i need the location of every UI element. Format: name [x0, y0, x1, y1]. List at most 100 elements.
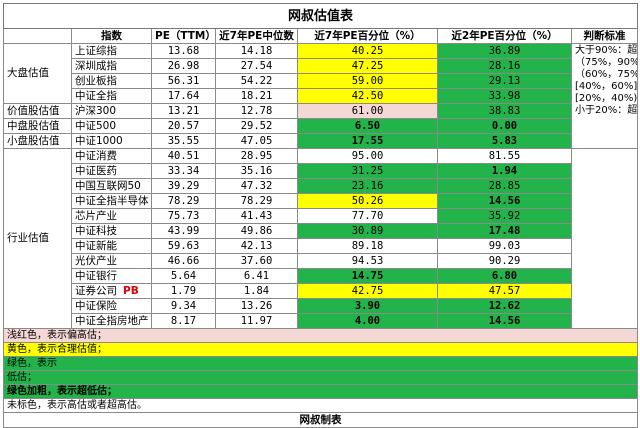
index-name: 中证1000: [71, 133, 152, 149]
p7-value: 77.70: [297, 208, 438, 224]
legend-row: 浅红色，表示偏高估；: [2, 328, 639, 343]
index-name: 沪深300: [71, 103, 152, 119]
pe-value: 43.99: [151, 223, 216, 239]
legend-unmarked: 未标色，表示高估或者超高估。: [2, 398, 639, 413]
pe-value: 56.31: [151, 73, 216, 89]
category-mid: 中盘股估值: [3, 118, 72, 134]
p7-value: 50.26: [297, 193, 438, 209]
standard-cell: 大于90%：超级高估 （75%，90%]：高估 （60%，75%]：偏高估 [4…: [570, 43, 639, 149]
p2-value: 90.29: [437, 253, 572, 269]
p2-value: 36.89: [437, 43, 572, 59]
pe-value: 35.55: [151, 133, 216, 149]
median-value: 47.05: [215, 133, 298, 149]
table-row: 中证全指房地产 8.17 11.97 4.00 14.56: [4, 313, 638, 329]
table-row: 深圳成指 26.98 27.54 47.25 28.16: [4, 58, 638, 74]
p7-value: 40.25: [297, 43, 438, 59]
legend-row: 绿色加粗，表示超低估；: [2, 384, 639, 399]
median-value: 13.26: [215, 298, 298, 314]
header-p2: 近2年PE百分位（%）: [437, 28, 572, 44]
p2-value: 6.80: [437, 268, 572, 284]
p7-value: 14.75: [297, 268, 438, 284]
header-median: 近7年PE中位数: [215, 28, 298, 44]
table-row: 中证科技 43.99 49.86 30.89 17.48: [4, 223, 638, 239]
index-name: 中证银行: [71, 268, 152, 284]
pe-value: 26.98: [151, 58, 216, 74]
table-row: 创业板指 56.31 54.22 59.00 29.13: [4, 73, 638, 89]
table-row: 中盘股估值 中证500 20.57 29.52 6.50 0.00: [3, 118, 638, 134]
median-value: 35.16: [215, 163, 298, 179]
pe-value: 17.64: [151, 88, 216, 104]
table-row: 中证全指 17.64 18.21 42.50 33.98: [4, 88, 638, 104]
category-industry: 行业估值: [3, 148, 72, 329]
header-p7: 近7年PE百分位（%）: [297, 28, 438, 44]
p2-value: 28.16: [437, 58, 572, 74]
index-name: 中证新能: [71, 238, 152, 254]
index-name: 中证全指半导体: [71, 193, 152, 209]
p2-value: 81.55: [437, 148, 572, 164]
pe-value: 46.66: [151, 253, 216, 269]
index-name: 中证全指房地产: [71, 313, 152, 329]
p7-value: 95.00: [297, 148, 438, 164]
p2-value: 33.98: [437, 88, 572, 104]
header-index: 指数: [71, 28, 152, 44]
header-category: [3, 28, 72, 44]
pe-value: 5.64: [151, 268, 216, 284]
median-value: 41.43: [215, 208, 298, 224]
index-name: 光伏产业: [71, 253, 152, 269]
table-row: 大盘估值 上证综指 13.68 14.18 40.25 36.89 大于90%：…: [3, 43, 639, 149]
pe-value: 39.29: [151, 178, 216, 194]
index-name: 中证保险: [71, 298, 152, 314]
valuation-sheet: 网叔估值表 指数 PE（TTM） 近7年PE中位数 近7年PE百分位（%） 近2…: [2, 3, 639, 428]
median-value: 27.54: [215, 58, 298, 74]
index-name: 中证消费: [71, 148, 152, 164]
p7-value: 30.89: [297, 223, 438, 239]
p2-value: 35.92: [437, 208, 572, 224]
pe-value: 1.79: [151, 283, 216, 299]
p2-value: 99.03: [437, 238, 572, 254]
valuation-table: 网叔估值表 指数 PE（TTM） 近7年PE中位数 近7年PE百分位（%） 近2…: [2, 3, 639, 428]
table-row: 中证全指半导体 78.29 78.29 50.26 14.56: [4, 193, 638, 209]
footer-row: 网叔制表: [2, 412, 639, 428]
table-row: 证券公司 PB 1.79 1.84 42.75 47.57: [4, 283, 638, 299]
median-value: 18.21: [215, 88, 298, 104]
p7-value: 4.00: [297, 313, 438, 329]
index-name: 上证综指: [71, 43, 152, 59]
p2-value: 1.94: [437, 163, 572, 179]
p7-value: 42.50: [297, 88, 438, 104]
table-row: 芯片产业 75.73 41.43 77.70 35.92: [4, 208, 638, 224]
median-value: 54.22: [215, 73, 298, 89]
p2-value: 47.57: [437, 283, 572, 299]
p2-value: 0.00: [437, 118, 572, 134]
p2-value: 12.62: [437, 298, 572, 314]
legend-row: 未标色，表示高估或者超高估。: [2, 398, 639, 413]
p7-value: 89.18: [297, 238, 438, 254]
category-value: 价值股估值: [3, 103, 72, 119]
legend-green: 绿色，表示: [2, 356, 639, 371]
p2-value: 5.83: [437, 133, 572, 149]
table-row: 光伏产业 46.66 37.60 94.53 90.29: [4, 253, 638, 269]
standard-line: （60%，75%]：偏高估: [575, 69, 637, 80]
footer-credit: 网叔制表: [2, 412, 639, 428]
standard-line: （75%，90%]：高估: [575, 57, 637, 68]
pe-value: 33.34: [151, 163, 216, 179]
legend-green-cont: 低估；: [2, 370, 639, 385]
p7-value: 47.25: [297, 58, 438, 74]
index-name: 深圳成指: [71, 58, 152, 74]
pe-value: 20.57: [151, 118, 216, 134]
p7-value: 42.75: [297, 283, 438, 299]
index-name: 中证科技: [71, 223, 152, 239]
median-value: 37.60: [215, 253, 298, 269]
pe-value: 9.34: [151, 298, 216, 314]
pe-value: 78.29: [151, 193, 216, 209]
index-name: 中证500: [71, 118, 152, 134]
median-value: 42.13: [215, 238, 298, 254]
header-row: 指数 PE（TTM） 近7年PE中位数 近7年PE百分位（%） 近2年PE百分位…: [3, 28, 639, 44]
header-pe: PE（TTM）: [151, 28, 216, 44]
p2-value: 38.83: [437, 103, 572, 119]
p2-value: 29.13: [437, 73, 572, 89]
table-row: 中证银行 5.64 6.41 14.75 6.80: [4, 268, 638, 284]
standard-blank: [570, 148, 639, 329]
legend-yellow: 黄色，表示合理估值；: [2, 342, 639, 357]
median-value: 78.29: [215, 193, 298, 209]
index-name: 中国互联网50: [71, 178, 152, 194]
